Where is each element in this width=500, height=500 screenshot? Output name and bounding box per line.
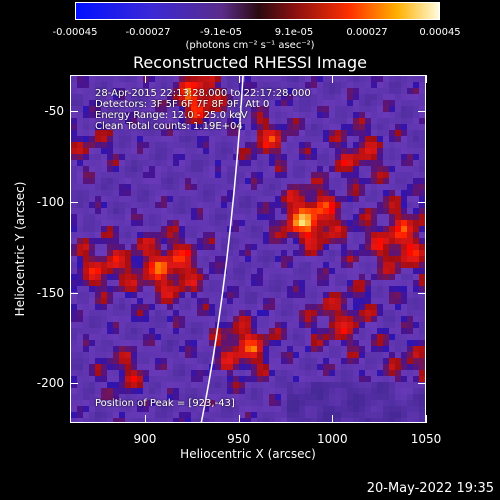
colorbar-tick-label: -0.00045 <box>52 27 98 38</box>
x-tick-mark <box>426 415 427 423</box>
x-tick-mark <box>332 415 334 423</box>
y-tick-mark <box>70 201 78 203</box>
info-energy-range: Energy Range: 12.0 - 25.0 keV <box>95 110 248 121</box>
x-tick-label: 1000 <box>317 432 348 446</box>
x-axis-label: Heliocentric X (arcsec) <box>180 447 316 461</box>
info-time-range: 28-Apr-2015 22:13:28.000 to 22:17:28.000 <box>95 88 311 99</box>
colorbar <box>75 2 440 20</box>
x-tick-label: 900 <box>133 432 157 446</box>
y-tick-mark <box>70 292 78 294</box>
y-tick-label: -100 <box>36 194 64 209</box>
colorbar-tick-label: 0.00045 <box>419 27 461 38</box>
colorbar-units: (photons cm⁻² s⁻¹ asec⁻²) <box>185 40 315 51</box>
y-tick-label: -150 <box>36 285 64 300</box>
peak-position-label: Position of Peak = [923,-43] <box>95 398 235 409</box>
x-tick-mark <box>332 75 334 83</box>
timestamp: 20-May-2022 19:35 <box>366 481 494 496</box>
x-tick-mark <box>144 415 146 423</box>
y-tick-mark <box>418 383 426 385</box>
plot-title: Reconstructed RHESSI Image <box>133 53 367 72</box>
x-tick-mark <box>238 75 240 83</box>
y-tick-mark <box>418 201 426 203</box>
colorbar-tick-label: -0.00027 <box>125 27 171 38</box>
y-tick-mark <box>70 111 78 113</box>
y-tick-label: -50 <box>44 104 64 119</box>
x-tick-mark <box>238 415 240 423</box>
x-tick-label: 950 <box>227 432 251 446</box>
x-tick-mark <box>144 75 146 83</box>
colorbar-tick-label: 0.00027 <box>346 27 388 38</box>
y-axis-label: Heliocentric Y (arcsec) <box>13 181 27 317</box>
x-tick-label: 1050 <box>410 432 442 446</box>
rhessi-image <box>71 76 425 422</box>
colorbar-tick-label: 9.1e-05 <box>274 27 314 38</box>
y-tick-label: -200 <box>36 376 64 391</box>
y-tick-mark <box>418 111 426 113</box>
image-pixels <box>71 76 425 422</box>
solar-limb-line <box>200 76 244 422</box>
info-detectors: Detectors: 3F 5F 6F 7F 8F 9F, Att 0 <box>95 99 270 110</box>
info-clean-counts: Clean Total counts: 1.19E+04 <box>95 121 243 132</box>
colorbar-tick-label: -9.1e-05 <box>200 27 242 38</box>
x-tick-mark <box>426 75 427 83</box>
image-plot: 28-Apr-2015 22:13:28.000 to 22:17:28.000… <box>70 75 426 423</box>
y-tick-mark <box>418 292 426 294</box>
y-tick-mark <box>70 383 78 385</box>
